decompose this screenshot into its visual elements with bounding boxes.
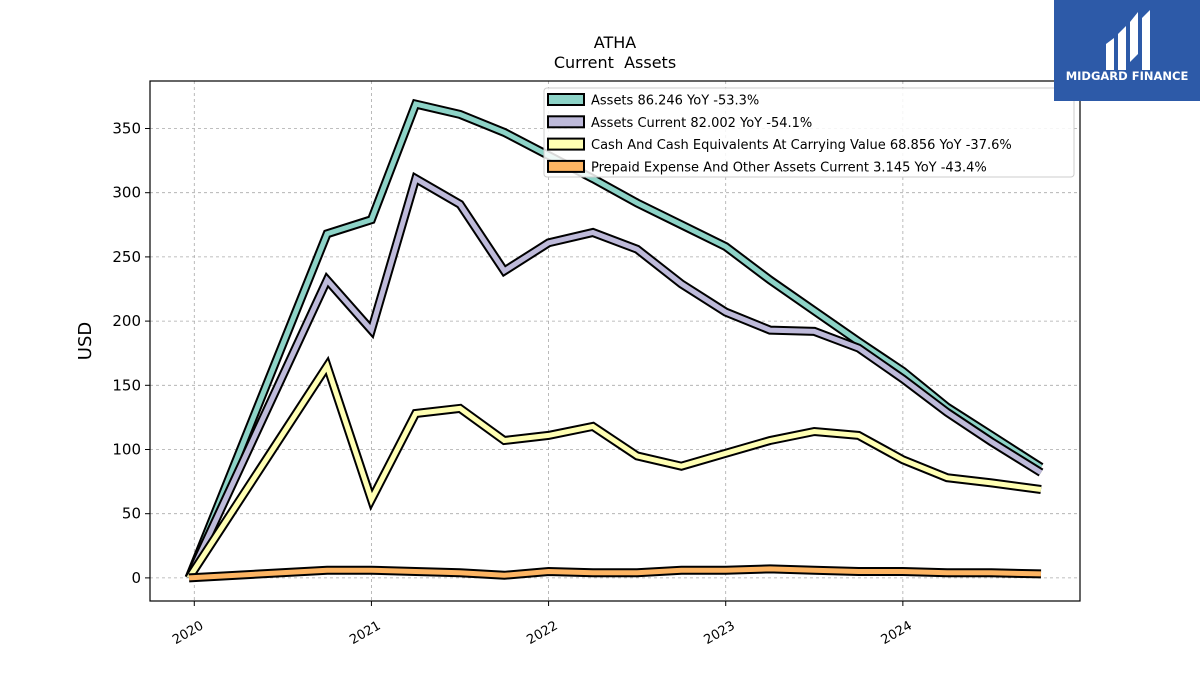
legend-box bbox=[543, 87, 1075, 178]
legend-entry: Cash And Cash Equivalents At Carrying Va… bbox=[591, 138, 1012, 153]
series-line-1 bbox=[186, 174, 1043, 579]
brand-logo: MIDGARD FINANCE bbox=[1054, 0, 1200, 101]
chart-title: ATHA bbox=[594, 33, 637, 52]
legend-swatch bbox=[547, 93, 585, 106]
y-axis-label: USD bbox=[75, 322, 96, 360]
x-tick-label: 2020 bbox=[170, 618, 206, 648]
x-tick-label: 2022 bbox=[524, 618, 560, 648]
x-tick-label: 2024 bbox=[879, 618, 915, 648]
series-line-2 bbox=[186, 360, 1042, 580]
y-tick-label: 150 bbox=[112, 376, 141, 394]
x-tick-label: 2023 bbox=[702, 618, 738, 648]
y-axis: 0 50 100 150 200 250 300 350 bbox=[112, 120, 150, 587]
legend: Assets 86.246 YoY -53.3% Assets Current 8… bbox=[543, 87, 1075, 178]
plot-frame bbox=[149, 80, 1081, 602]
y-tick-label: 300 bbox=[112, 184, 141, 202]
y-tick-label: 250 bbox=[112, 248, 141, 266]
chart-subtitle: Current Assets bbox=[554, 53, 676, 72]
x-axis: 2020 2021 2022 2023 2024 bbox=[170, 601, 915, 648]
y-tick-label: 200 bbox=[112, 312, 141, 330]
series-line-3 bbox=[188, 566, 1042, 581]
series-outline-2 bbox=[185, 355, 1042, 581]
series-layer bbox=[184, 98, 1044, 583]
y-tick-label: 350 bbox=[112, 120, 141, 138]
legend-swatch bbox=[547, 137, 585, 151]
legend-swatch bbox=[547, 159, 585, 173]
y-tick-label: 100 bbox=[112, 440, 141, 458]
legend-entry: Prepaid Expense And Other Assets Current… bbox=[591, 160, 987, 175]
legend-entry: Assets 86.246 YoY -53.3% bbox=[591, 94, 759, 109]
x-tick-label: 2021 bbox=[347, 618, 383, 648]
y-tick-label: 0 bbox=[131, 569, 141, 587]
y-tick-label: 50 bbox=[122, 505, 141, 523]
logo-text: MIDGARD FINANCE bbox=[1065, 69, 1189, 83]
series-line-0 bbox=[186, 101, 1043, 579]
logo-mark-icon bbox=[1106, 10, 1150, 70]
legend-swatch bbox=[547, 115, 585, 129]
legend-entry: Assets Current 82.002 YoY -54.1% bbox=[591, 116, 812, 131]
